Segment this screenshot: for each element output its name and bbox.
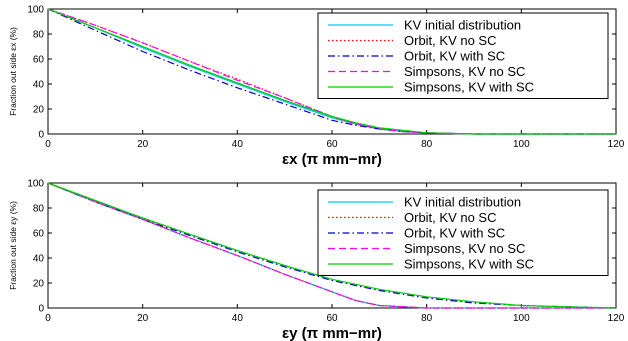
legend-box bbox=[317, 12, 609, 99]
x-tick-label: 100 bbox=[513, 139, 530, 150]
x-axis-label: εy (π mm−mr) bbox=[282, 325, 382, 341]
legend-entry-label: KV initial distribution bbox=[404, 18, 521, 33]
x-tick-label: 80 bbox=[421, 313, 433, 324]
legend-box bbox=[317, 189, 609, 276]
x-tick-label: 0 bbox=[45, 313, 51, 324]
y-tick-label: 80 bbox=[33, 30, 45, 41]
legend-entry-label: Orbit, KV no SC bbox=[404, 210, 496, 225]
y-tick-label: 80 bbox=[33, 204, 45, 215]
x-tick-label: 20 bbox=[137, 313, 149, 324]
series-line-2 bbox=[47, 182, 616, 309]
x-tick-label: 120 bbox=[608, 139, 625, 150]
x-tick-label: 40 bbox=[232, 313, 244, 324]
y-tick-label: 100 bbox=[27, 5, 44, 16]
legend-entry-label: KV initial distribution bbox=[404, 195, 521, 210]
legend-entry-label: Simpsons, KV no SC bbox=[404, 241, 525, 256]
y-axis-label: Fraction out side εy (%) bbox=[8, 201, 18, 290]
series-line-5 bbox=[47, 8, 616, 135]
legend-entry-label: Simpsons, KV with SC bbox=[404, 257, 534, 272]
x-tick-label: 20 bbox=[137, 139, 149, 150]
y-tick-label: 60 bbox=[33, 229, 45, 240]
x-tick-label: 60 bbox=[326, 313, 338, 324]
y-axis-label: Fraction out side εx (%) bbox=[8, 27, 18, 116]
legend-entry-label: Orbit, KV with SC bbox=[404, 49, 505, 64]
legend-entry-label: Orbit, KV with SC bbox=[404, 226, 505, 241]
y-tick-label: 20 bbox=[33, 105, 45, 116]
chart-2: 0 20 40 60 80 100 120 0 20 40 60 80 100 εy (π mm−mr) F… bbox=[8, 179, 625, 341]
x-axis-label: εx (π mm−mr) bbox=[282, 151, 382, 168]
y-tick-label: 0 bbox=[38, 130, 44, 141]
y-tick-label: 40 bbox=[33, 80, 45, 91]
series-line-4 bbox=[47, 182, 616, 309]
y-tick-label: 20 bbox=[33, 279, 45, 290]
series-line-3 bbox=[47, 182, 617, 309]
x-tick-label: 0 bbox=[45, 139, 51, 150]
x-tick-label: 100 bbox=[513, 313, 530, 324]
x-tick-label: 80 bbox=[421, 139, 433, 150]
y-tick-label: 0 bbox=[38, 304, 44, 315]
y-tick-label: 100 bbox=[27, 179, 44, 190]
y-tick-label: 40 bbox=[33, 254, 45, 265]
legend-entry-label: Simpsons, KV no SC bbox=[404, 64, 525, 79]
legend-entry-label: Simpsons, KV with SC bbox=[404, 80, 534, 95]
x-tick-label: 60 bbox=[326, 139, 338, 150]
series-line-5 bbox=[47, 182, 617, 309]
legend-entry-label: Orbit, KV no SC bbox=[404, 33, 496, 48]
x-tick-label: 120 bbox=[608, 313, 625, 324]
chart-1: 0 20 40 60 80 100 120 0 20 40 60 80 100 εx (π mm−mr) F… bbox=[8, 5, 625, 169]
y-tick-label: 60 bbox=[33, 55, 45, 66]
x-tick-label: 40 bbox=[232, 139, 244, 150]
